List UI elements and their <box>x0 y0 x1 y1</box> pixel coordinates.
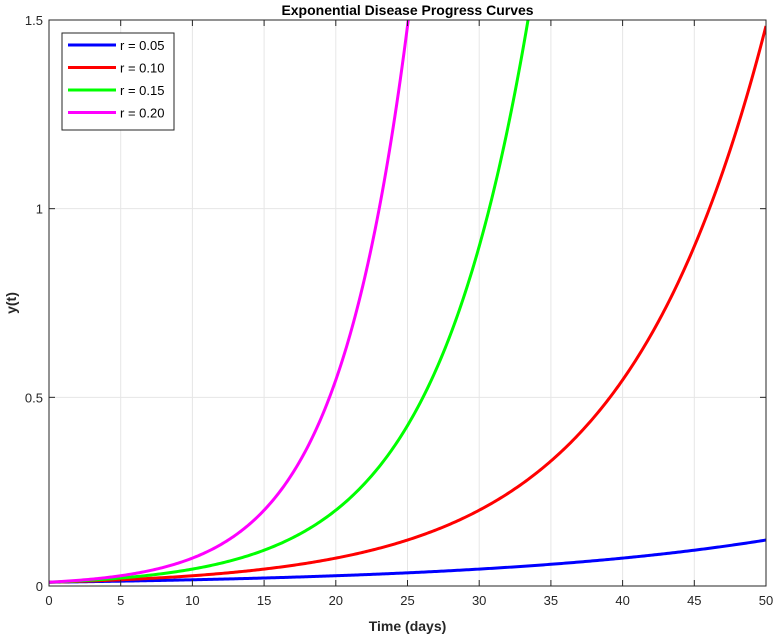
y-axis-label: y(t) <box>3 292 19 314</box>
y-tick-label: 1.5 <box>25 13 43 28</box>
y-tick-label: 1 <box>36 202 43 217</box>
x-tick-label: 20 <box>329 593 343 608</box>
legend-label: r = 0.10 <box>120 61 164 76</box>
legend-label: r = 0.20 <box>120 106 164 121</box>
x-tick-label: 35 <box>544 593 558 608</box>
x-tick-label: 40 <box>615 593 629 608</box>
y-tick-label: 0.5 <box>25 390 43 405</box>
x-tick-label: 15 <box>257 593 271 608</box>
x-tick-labels: 0 5 10 15 20 25 30 35 40 45 50 <box>45 593 773 608</box>
y-tick-label: 0 <box>36 579 43 594</box>
x-tick-label: 25 <box>400 593 414 608</box>
x-tick-label: 10 <box>185 593 199 608</box>
series-line <box>49 25 766 584</box>
series-line <box>49 20 530 584</box>
x-axis-label: Time (days) <box>369 618 447 634</box>
tick-marks <box>48 19 767 587</box>
x-tick-label: 0 <box>45 593 52 608</box>
legend: r = 0.05 r = 0.10 r = 0.15 r = 0.20 <box>61 32 175 131</box>
series-line <box>49 538 766 584</box>
x-tick-label: 30 <box>472 593 486 608</box>
y-tick-labels: 0 0.5 1 1.5 <box>25 13 43 594</box>
legend-label: r = 0.15 <box>120 83 164 98</box>
x-tick-label: 50 <box>759 593 773 608</box>
chart-title: Exponential Disease Progress Curves <box>281 2 533 18</box>
x-tick-label: 5 <box>117 593 124 608</box>
legend-label: r = 0.05 <box>120 38 164 53</box>
x-tick-label: 45 <box>687 593 701 608</box>
